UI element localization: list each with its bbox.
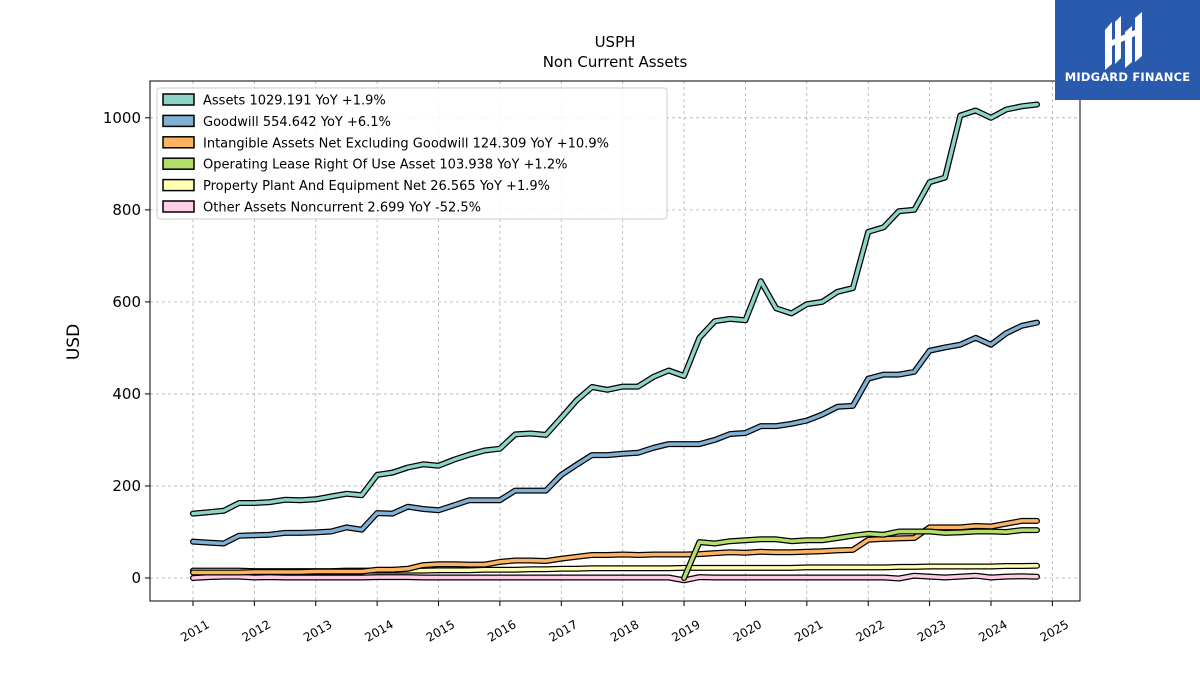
legend-swatch <box>162 200 195 213</box>
legend-item: Intangible Assets Net Excluding Goodwill… <box>162 136 609 151</box>
legend-item: Other Assets Noncurrent 2.699 YoY -52.5% <box>162 200 481 216</box>
x-tick-label: 2021 <box>792 617 825 644</box>
x-tick-label: 2019 <box>669 617 702 644</box>
x-tick-label: 2016 <box>485 617 518 644</box>
y-tick-label: 600 <box>112 293 141 311</box>
series-line <box>682 528 1039 580</box>
legend-swatch <box>162 93 195 106</box>
legend-swatch <box>162 114 195 128</box>
y-tick-label: 0 <box>131 569 141 587</box>
series-assets <box>190 101 1040 517</box>
x-tick-label: 2017 <box>547 617 580 644</box>
legend-swatch <box>162 136 195 149</box>
x-tick-label: 2022 <box>853 617 886 644</box>
chart-title: USPH <box>595 33 636 51</box>
series-line <box>191 320 1039 546</box>
legend-label: Operating Lease Right Of Use Asset 103.9… <box>203 158 567 173</box>
y-tick-label: 200 <box>112 477 141 495</box>
legend-label: Intangible Assets Net Excluding Goodwill… <box>203 136 609 151</box>
x-tick-label: 2023 <box>915 617 948 644</box>
series-line-outline <box>190 319 1040 547</box>
legend-item: Goodwill 554.642 YoY +6.1% <box>162 114 391 130</box>
series-layer <box>190 101 1040 584</box>
legend-label: Goodwill 554.642 YoY +6.1% <box>203 115 391 130</box>
series-other-assets-noncurrent <box>190 572 1040 584</box>
x-tick-label: 2014 <box>362 617 395 644</box>
y-axis: 0 200 400 600 800 1000 <box>103 109 150 587</box>
x-tick-label: 2013 <box>301 617 334 644</box>
series-line <box>191 573 1039 583</box>
y-tick-label: 400 <box>112 385 141 403</box>
legend-item: Operating Lease Right Of Use Asset 103.9… <box>162 157 567 173</box>
y-tick-label: 800 <box>112 201 141 219</box>
series-goodwill <box>190 319 1040 547</box>
legend-box <box>156 87 668 220</box>
plot-frame <box>149 80 1081 602</box>
legend-swatch <box>162 178 195 192</box>
x-tick-label: 2024 <box>976 617 1009 644</box>
brand-name: MIDGARD FINANCE <box>1064 70 1191 84</box>
x-tick-label: 2020 <box>731 617 764 644</box>
legend-label: Other Assets Noncurrent 2.699 YoY -52.5% <box>203 201 481 216</box>
legend-label: Assets 1029.191 YoY +1.9% <box>203 94 386 109</box>
x-tick-label: 2015 <box>424 617 457 644</box>
x-tick-label: 2025 <box>1038 617 1071 644</box>
legend-label: Property Plant And Equipment Net 26.565 … <box>203 179 550 194</box>
series-operating-lease-right-of-use-asset <box>681 527 1040 581</box>
x-tick-label: 2012 <box>240 617 273 644</box>
chart-subtitle: Non Current Assets <box>543 53 688 71</box>
legend: Assets 1029.191 YoY +1.9% Goodwill 554.64… <box>156 87 668 220</box>
series-intangible-assets-net-excluding-goodwill <box>190 517 1040 576</box>
midgard-logo-icon <box>1105 12 1142 70</box>
series-line <box>191 102 1039 516</box>
x-tick-label: 2011 <box>178 617 211 644</box>
brand-logo: MIDGARD FINANCE <box>1055 0 1200 100</box>
y-tick-label: 1000 <box>103 109 141 127</box>
series-line <box>191 519 1039 575</box>
legend-swatch <box>162 157 195 170</box>
x-axis: 2011 2012 2013 2014 2015 2016 2017 2018 2019 2020… <box>178 601 1071 645</box>
x-tick-label: 2018 <box>608 617 641 644</box>
legend-item: Assets 1029.191 YoY +1.9% <box>162 93 386 109</box>
y-axis-label: USD <box>64 324 84 360</box>
legend-item: Property Plant And Equipment Net 26.565 … <box>162 178 550 194</box>
